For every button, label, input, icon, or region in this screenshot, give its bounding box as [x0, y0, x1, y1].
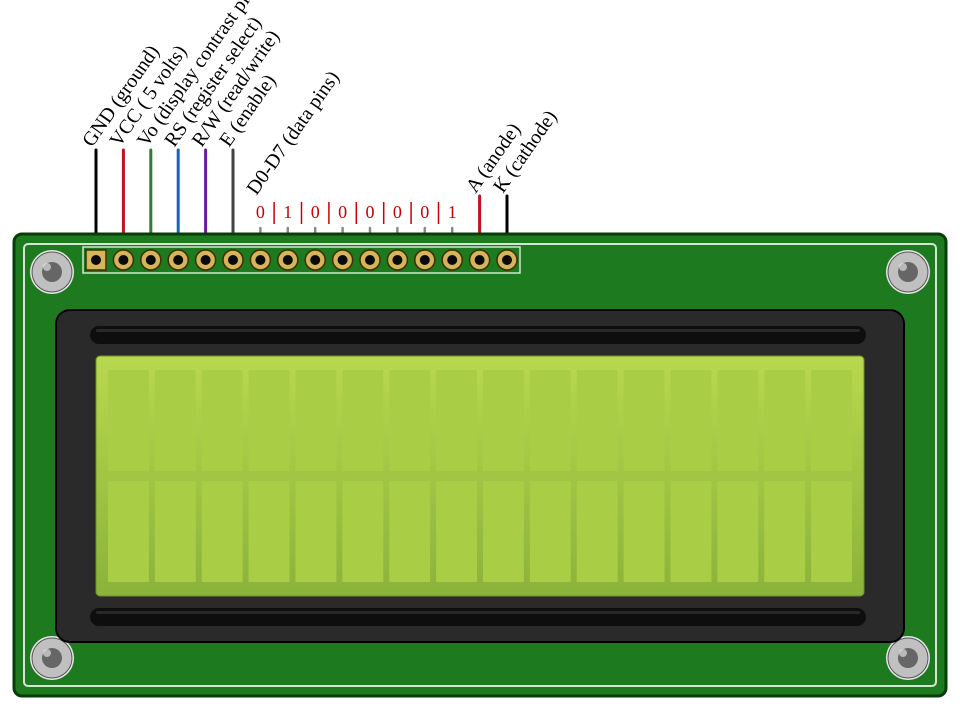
bezel-ridge-hilite [96, 329, 860, 332]
data-bit: 0 [420, 202, 429, 222]
lcd-char-cell [202, 481, 243, 582]
lcd-char-cell [671, 481, 712, 582]
lcd-char-cell [624, 481, 665, 582]
mount-hole-hilite [899, 649, 907, 657]
lcd-char-cell [108, 370, 149, 471]
pin-hole [502, 255, 512, 265]
pin-hole [420, 255, 430, 265]
lcd-char-cell [202, 370, 243, 471]
lcd-char-cell [342, 481, 383, 582]
mount-hole-hilite [899, 263, 907, 271]
lcd-char-cell [577, 370, 618, 471]
pin-hole [173, 255, 183, 265]
mount-hole-hilite [43, 649, 51, 657]
pin-hole [392, 255, 402, 265]
pin-hole [365, 255, 375, 265]
lcd-char-cell [389, 370, 430, 471]
lcd-char-cell [717, 370, 758, 471]
pin-hole [118, 255, 128, 265]
pin-hole [338, 255, 348, 265]
pin-hole [201, 255, 211, 265]
bezel-ridge-top [90, 326, 866, 344]
lcd-char-cell [342, 370, 383, 471]
lcd-char-cell [530, 370, 571, 471]
lcd-char-cell [108, 481, 149, 582]
data-bit: 1 [283, 202, 292, 222]
lcd-char-cell [296, 370, 337, 471]
pin-hole [91, 255, 101, 265]
lcd-char-cell [436, 481, 477, 582]
pin-hole [283, 255, 293, 265]
lcd-char-cell [155, 370, 196, 471]
data-bit: 0 [311, 202, 320, 222]
data-bit: 0 [338, 202, 347, 222]
pin-hole [146, 255, 156, 265]
lcd-char-cell [483, 370, 524, 471]
bezel-ridge-hilite [96, 611, 860, 614]
bezel-ridge-bottom [90, 608, 866, 626]
lcd-module [56, 310, 904, 642]
lcd-pinout-diagram: GND (ground)VCC ( 5 volts)Vo (display co… [0, 0, 960, 714]
mount-hole-hilite [43, 263, 51, 271]
lcd-char-cell [483, 481, 524, 582]
data-bit: 0 [366, 202, 375, 222]
lcd-char-cell [155, 481, 196, 582]
lcd-char-cell [249, 481, 290, 582]
lcd-char-cell [764, 481, 805, 582]
pin-hole [228, 255, 238, 265]
lcd-char-cell [389, 481, 430, 582]
lcd-char-cell [249, 370, 290, 471]
lcd-char-cell [530, 481, 571, 582]
lcd-char-cell [811, 370, 852, 471]
pin-hole [255, 255, 265, 265]
lcd-char-cell [296, 481, 337, 582]
lcd-char-cell [436, 370, 477, 471]
lcd-char-cell [717, 481, 758, 582]
data-bit: 1 [448, 202, 457, 222]
lcd-char-cell [764, 370, 805, 471]
pin-hole [310, 255, 320, 265]
data-bit: 0 [256, 202, 265, 222]
pin-hole [475, 255, 485, 265]
pin-hole [447, 255, 457, 265]
lcd-char-cell [811, 481, 852, 582]
lcd-char-cell [671, 370, 712, 471]
data-bit: 0 [393, 202, 402, 222]
lcd-char-cell [577, 481, 618, 582]
lcd-char-cell [624, 370, 665, 471]
